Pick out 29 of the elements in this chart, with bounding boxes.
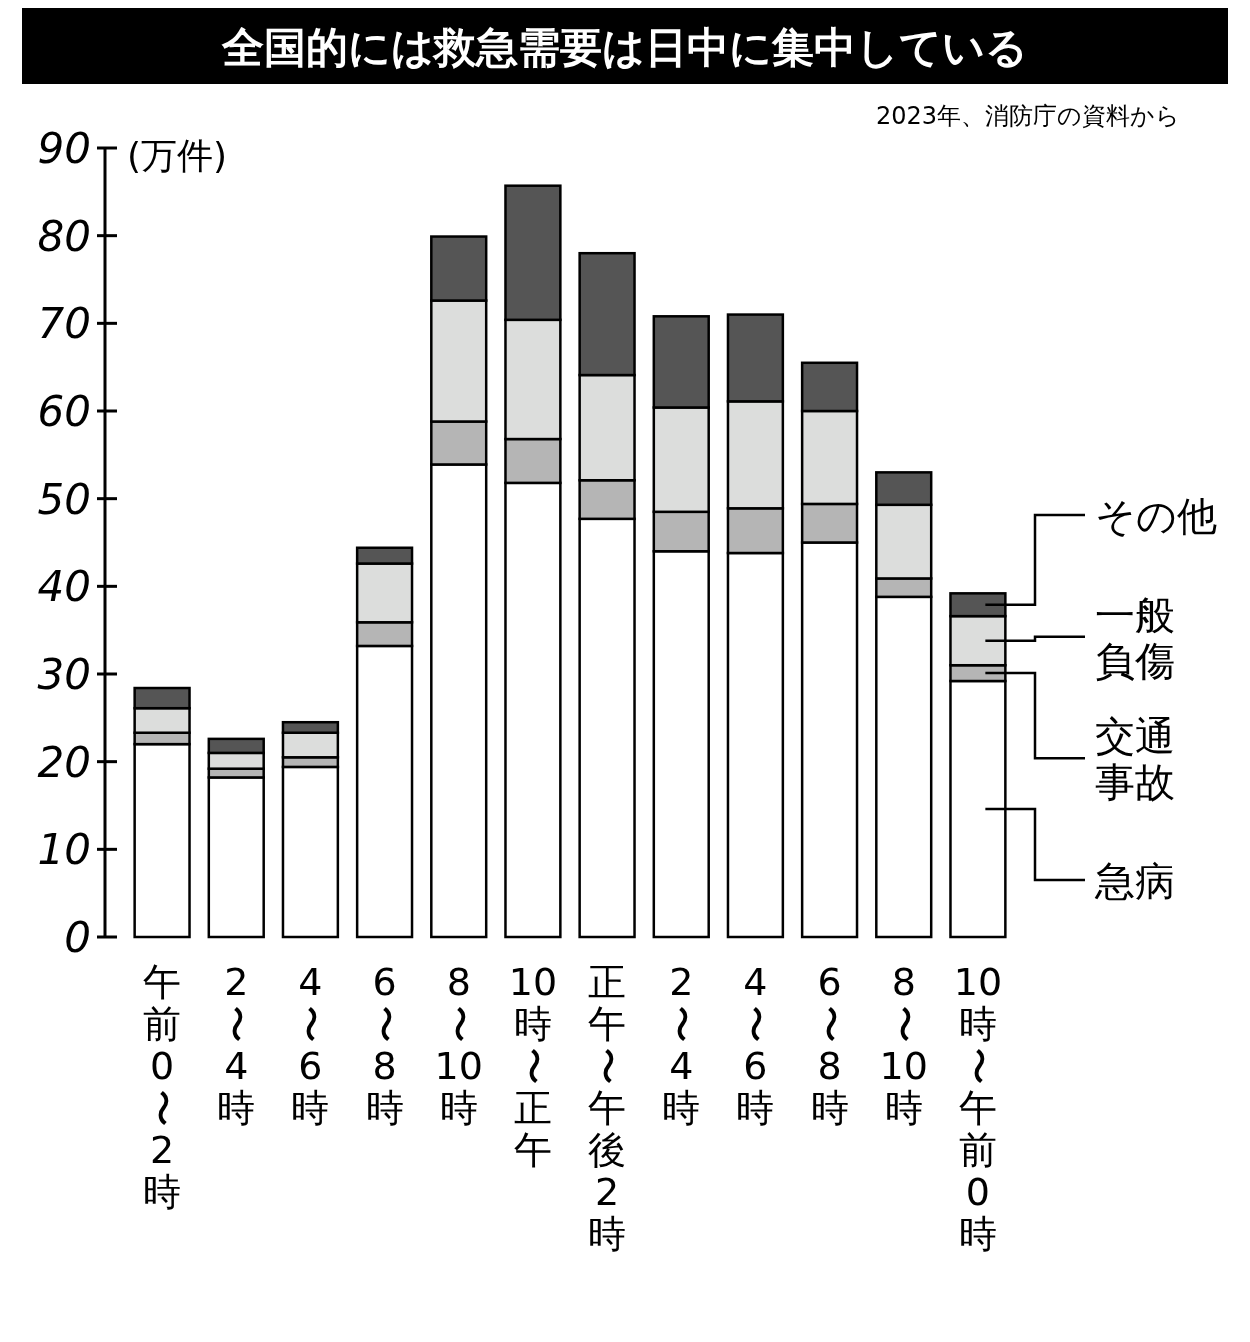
y-tick-label: 0	[64, 913, 91, 962]
x-tick-label: 正午〜午後2時	[585, 960, 630, 1256]
x-tick-label: 4〜6時	[733, 960, 778, 1130]
y-tick-label: 60	[37, 387, 91, 436]
legend-label: 交通事故	[1095, 713, 1175, 806]
y-tick-label: 90	[37, 124, 91, 173]
y-axis-title: (万件)	[127, 135, 228, 176]
x-tick-label: 10時〜正午	[508, 960, 558, 1172]
x-tick-label: 4〜6時	[288, 960, 333, 1130]
x-tick-label: 午前0〜2時	[140, 960, 185, 1214]
y-tick-label: 80	[37, 211, 91, 261]
y-tick-label: 30	[37, 650, 91, 699]
legend-label: 一般負傷	[1095, 591, 1175, 684]
x-tick-label: 8〜10時	[434, 960, 483, 1130]
x-tick-label: 10時〜午前0時	[953, 960, 1003, 1256]
chart-title: 全国的には救急需要は日中に集中している	[221, 23, 1028, 72]
x-tick-label: 8〜10時	[879, 960, 928, 1130]
text: 2023年、消防庁の資料から	[875, 102, 1180, 130]
x-tick-label: 2〜4時	[659, 960, 704, 1130]
y-tick-label: 70	[37, 299, 91, 349]
x-tick-label: 6〜8時	[362, 960, 407, 1130]
text: その他	[1095, 493, 1217, 539]
y-tick-label: 20	[37, 737, 91, 787]
y-tick-label: 50	[37, 474, 91, 524]
text: 急病	[1094, 858, 1175, 904]
x-tick-label: 6〜8時	[807, 960, 852, 1130]
x-tick-label: 2〜4時	[214, 960, 259, 1130]
y-tick-label: 40	[37, 562, 91, 612]
y-tick-label: 10	[37, 825, 91, 875]
